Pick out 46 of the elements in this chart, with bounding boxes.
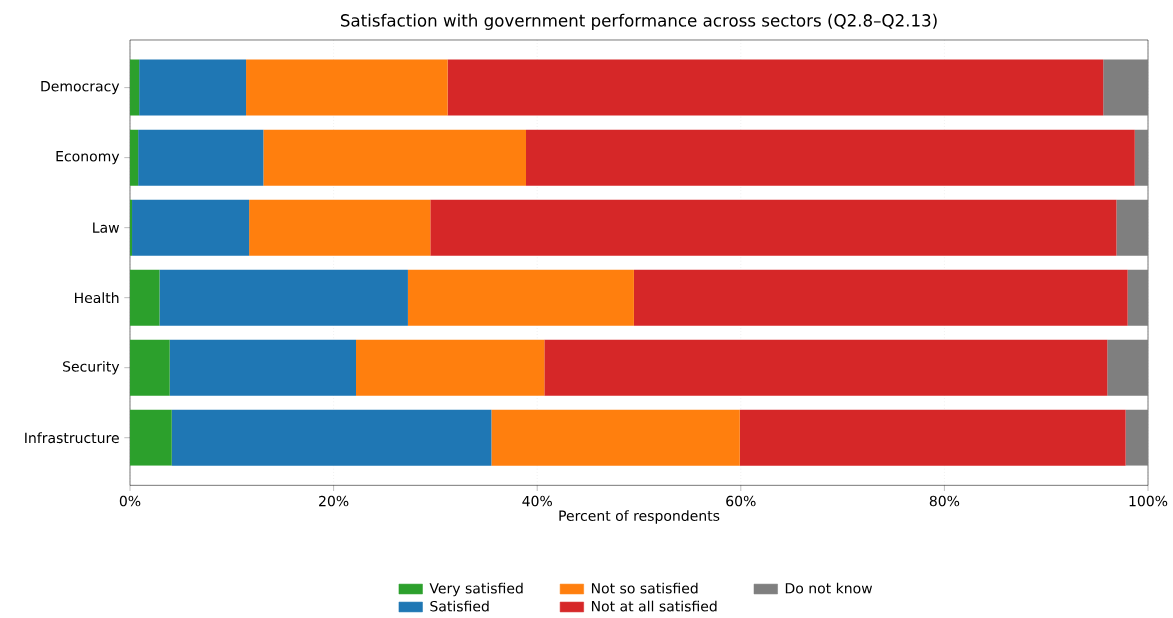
y-tick-label: Law: [93, 222, 120, 233]
bar: [130, 409, 172, 466]
bar: [356, 339, 545, 396]
x-tick-label: 60%: [726, 495, 756, 507]
y-tick-label: Economy: [56, 151, 120, 165]
bar: [1107, 339, 1149, 396]
y-tick-label: Security: [63, 360, 120, 375]
y-tick-label: Infrastructure: [25, 432, 119, 444]
bar: [1103, 59, 1149, 116]
bar: [132, 199, 250, 256]
bar: [633, 269, 1128, 326]
x-tick-label: 80%: [929, 495, 960, 507]
x-tick-label: 40%: [522, 495, 552, 507]
bar: [169, 339, 356, 396]
legend-label: Not at all satisfied: [591, 600, 717, 612]
x-tick-label: 0%: [119, 495, 141, 507]
bar: [739, 409, 1126, 466]
bar: [526, 129, 1135, 186]
y-tick-label: Democracy: [41, 81, 120, 95]
legend-label: Not so satisfied: [591, 582, 698, 594]
bar: [407, 269, 634, 326]
bar: [430, 199, 1117, 256]
bar: [447, 59, 1104, 116]
bar: [1125, 409, 1149, 466]
bar: [130, 339, 170, 396]
bar: [1127, 269, 1149, 326]
bar: [491, 409, 740, 466]
bar: [139, 59, 247, 116]
bar: [1134, 129, 1149, 186]
bar: [159, 269, 408, 326]
chart-title: Satisfaction with government performance across sectors (Q2.8–Q2.13): [340, 13, 937, 30]
bar: [263, 129, 527, 186]
legend-label: Very satisfied: [429, 582, 523, 597]
bar: [1116, 199, 1149, 256]
bar: [130, 269, 160, 326]
legend-label: Satisfied: [430, 600, 489, 612]
bar: [138, 129, 264, 186]
x-tick-label: 20%: [319, 495, 349, 507]
y-tick-label: Health: [75, 292, 119, 304]
legend-label: Do not know: [785, 582, 873, 594]
bar: [246, 59, 448, 116]
x-tick-label: 100%: [1129, 495, 1168, 507]
bar: [171, 409, 492, 466]
bar: [544, 339, 1108, 396]
bar: [249, 199, 431, 256]
x-axis-title: Percent of respondents: [559, 510, 720, 524]
